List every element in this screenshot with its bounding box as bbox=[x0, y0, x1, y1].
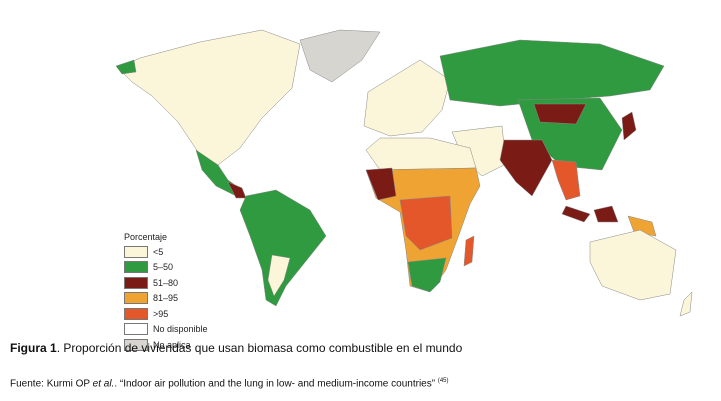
southern-africa bbox=[407, 257, 447, 293]
source-italic: et al. bbox=[92, 378, 115, 390]
legend-label: No disponible bbox=[153, 324, 208, 335]
central-africa bbox=[399, 195, 453, 251]
legend-items: <5 5–50 51–80 81–95 >95 No disponible No aplic… bbox=[124, 244, 208, 353]
legend-swatch bbox=[124, 245, 148, 258]
legend: Porcentaje <5 5–50 51–80 81–95 >95 No disponi… bbox=[124, 232, 208, 353]
legend-item: >95 bbox=[124, 306, 208, 322]
legend-item: <5 bbox=[124, 244, 208, 260]
legend-label: >95 bbox=[153, 308, 169, 319]
figure-label: Figura 1 bbox=[10, 341, 57, 355]
south-america-cream bbox=[267, 254, 291, 297]
legend-item: 5–50 bbox=[124, 260, 208, 276]
india bbox=[499, 139, 553, 197]
legend-swatch bbox=[124, 292, 148, 305]
russia bbox=[439, 39, 665, 107]
legend-swatch bbox=[124, 261, 148, 274]
source-prefix: Fuente: Kurmi OP bbox=[10, 378, 93, 390]
legend-label: No aplica bbox=[153, 339, 191, 350]
indonesia-1 bbox=[561, 205, 591, 223]
new-zealand bbox=[679, 291, 693, 317]
legend-swatch bbox=[124, 307, 148, 320]
europe bbox=[363, 59, 451, 137]
legend-swatch bbox=[124, 323, 148, 336]
mongolia bbox=[533, 103, 587, 125]
legend-label: 51–80 bbox=[153, 277, 179, 288]
legend-label: <5 bbox=[153, 246, 164, 257]
legend-label: 81–95 bbox=[153, 293, 179, 304]
legend-title: Porcentaje bbox=[124, 232, 168, 242]
legend-item: No disponible bbox=[124, 322, 208, 338]
caption-title: Figura 1. Proporción de viviendas que us… bbox=[10, 341, 462, 355]
greenland bbox=[299, 29, 381, 83]
legend-item: 51–80 bbox=[124, 275, 208, 291]
west-africa bbox=[365, 167, 397, 201]
legend-swatch bbox=[124, 338, 148, 351]
southeast-asia bbox=[551, 159, 581, 201]
madagascar bbox=[463, 235, 475, 267]
source-ref: (45) bbox=[437, 378, 449, 384]
legend-item: 81–95 bbox=[124, 291, 208, 307]
world-map bbox=[115, 29, 693, 317]
legend-label: 5–50 bbox=[153, 262, 174, 273]
japan bbox=[621, 111, 637, 141]
australia bbox=[589, 229, 677, 301]
source-text: . “Indoor air pollution and the lung in … bbox=[114, 378, 436, 390]
legend-swatch bbox=[124, 276, 148, 289]
north-america bbox=[117, 29, 301, 166]
alaska bbox=[115, 59, 137, 75]
caption-source: Fuente: Kurmi OP et al.. “Indoor air pol… bbox=[10, 378, 449, 389]
south-america bbox=[239, 189, 327, 307]
legend-item: No aplica bbox=[124, 337, 208, 353]
caption-text: . Proporción de viviendas que usan bioma… bbox=[56, 341, 463, 355]
indonesia-2 bbox=[593, 205, 619, 223]
